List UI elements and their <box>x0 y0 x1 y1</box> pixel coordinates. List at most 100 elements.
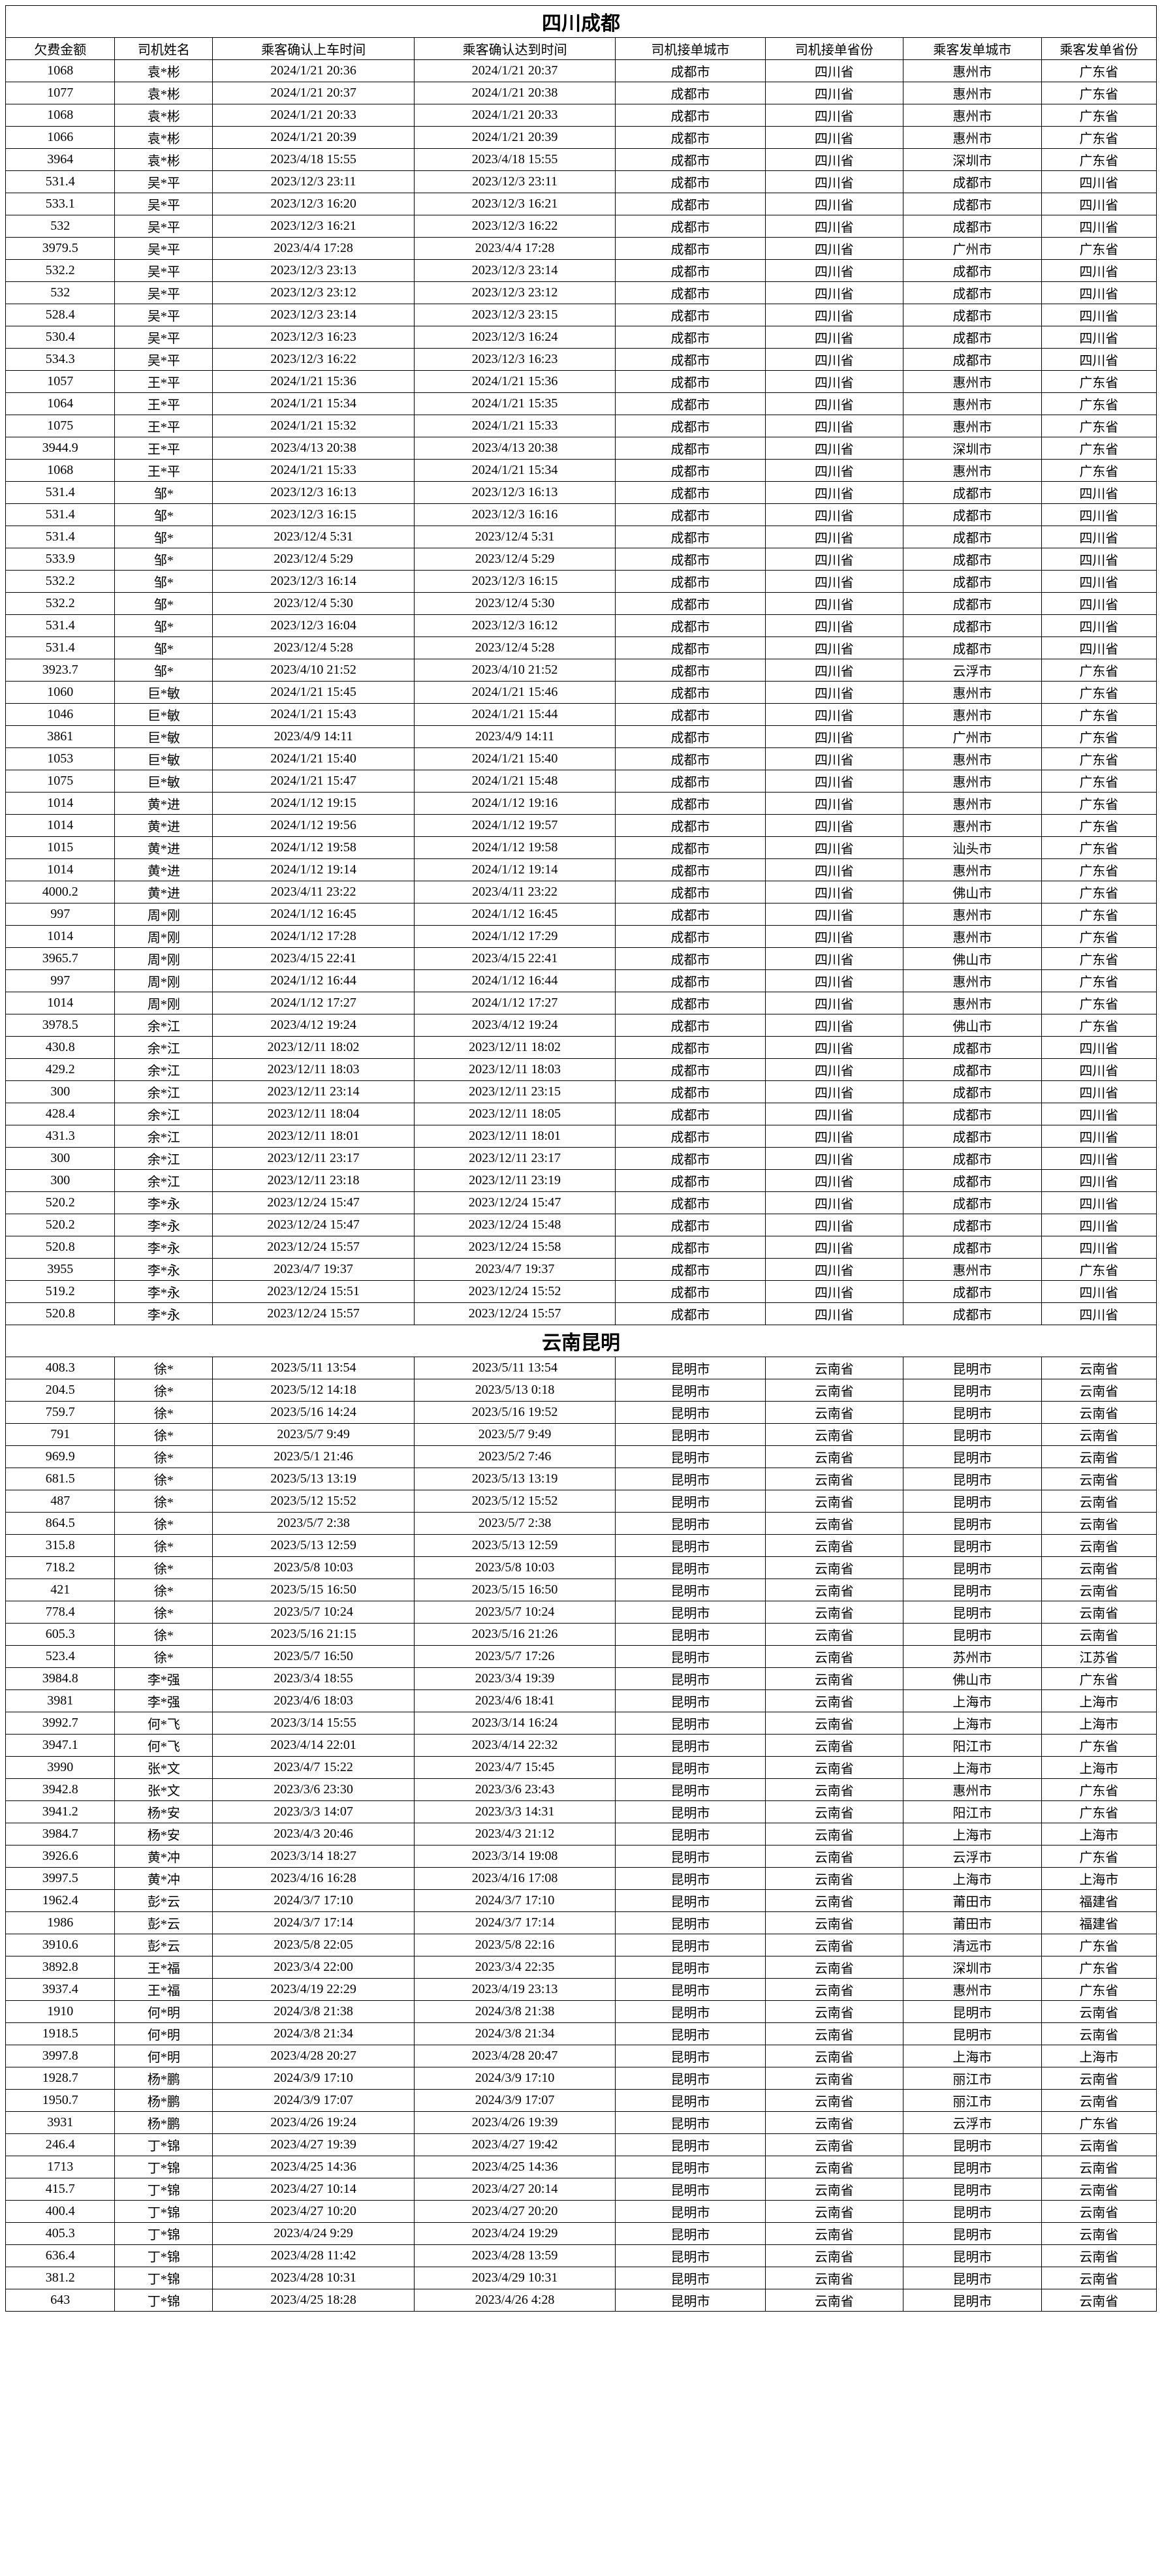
cell: 1075 <box>6 415 115 437</box>
cell: 2023/12/3 23:14 <box>213 304 415 326</box>
table-row: 605.3徐*2023/5/16 21:152023/5/16 21:26昆明市… <box>6 1624 1157 1646</box>
table-row: 1950.7杨*鹏2024/3/9 17:072024/3/9 17:07昆明市… <box>6 2090 1157 2112</box>
cell: 彭*云 <box>115 1934 213 1956</box>
cell: 2024/1/21 15:34 <box>414 460 616 482</box>
table-row: 3923.7邹*2023/4/10 21:522023/4/10 21:52成都… <box>6 659 1157 682</box>
cell: 2024/3/7 17:10 <box>213 1890 415 1912</box>
cell: 2024/1/21 15:46 <box>414 682 616 704</box>
cell: 昆明市 <box>903 1557 1042 1579</box>
cell: 丁*锦 <box>115 2156 213 2178</box>
table-row: 997周*刚2024/1/12 16:452024/1/12 16:45成都市四… <box>6 903 1157 926</box>
cell: 成都市 <box>903 282 1042 304</box>
cell: 昆明市 <box>616 1890 765 1912</box>
cell: 2023/4/4 17:28 <box>213 238 415 260</box>
cell: 邹* <box>115 504 213 526</box>
cell: 云南省 <box>1041 2267 1156 2289</box>
cell: 四川省 <box>765 659 903 682</box>
cell: 袁*彬 <box>115 104 213 127</box>
cell: 2023/12/3 23:12 <box>213 282 415 304</box>
cell: 四川省 <box>765 1303 903 1325</box>
cell: 2023/4/25 14:36 <box>414 2156 616 2178</box>
cell: 云南省 <box>1041 2223 1156 2245</box>
table-row: 1066袁*彬2024/1/21 20:392024/1/21 20:39成都市… <box>6 127 1157 149</box>
cell: 广东省 <box>1041 1779 1156 1801</box>
cell: 成都市 <box>903 504 1042 526</box>
cell: 2023/4/12 19:24 <box>213 1014 415 1037</box>
cell: 2024/1/12 16:45 <box>213 903 415 926</box>
cell: 2023/4/27 20:20 <box>414 2201 616 2223</box>
cell: 2024/1/12 17:29 <box>414 926 616 948</box>
cell: 四川省 <box>1041 1103 1156 1125</box>
cell: 袁*彬 <box>115 149 213 171</box>
cell: 2024/1/21 15:45 <box>213 682 415 704</box>
table-row: 3926.6黄*冲2023/3/14 18:272023/3/14 19:08昆… <box>6 1846 1157 1868</box>
cell: 昆明市 <box>903 1535 1042 1557</box>
cell: 533.1 <box>6 193 115 215</box>
cell: 昆明市 <box>616 1379 765 1402</box>
cell: 四川省 <box>765 460 903 482</box>
cell: 广东省 <box>1041 1735 1156 1757</box>
cell: 广东省 <box>1041 437 1156 460</box>
cell: 531.4 <box>6 637 115 659</box>
cell: 2023/4/7 19:37 <box>414 1259 616 1281</box>
cell: 广东省 <box>1041 1259 1156 1281</box>
cell: 2023/5/13 12:59 <box>213 1535 415 1557</box>
table-row: 3965.7周*刚2023/4/15 22:412023/4/15 22:41成… <box>6 948 1157 970</box>
cell: 成都市 <box>616 926 765 948</box>
cell: 成都市 <box>616 881 765 903</box>
cell: 云南省 <box>765 1979 903 2001</box>
cell: 云浮市 <box>903 659 1042 682</box>
cell: 成都市 <box>616 704 765 726</box>
cell: 四川省 <box>1041 1236 1156 1259</box>
cell: 2024/1/12 16:45 <box>414 903 616 926</box>
cell: 王*福 <box>115 1956 213 1979</box>
table-row: 3984.7杨*安2023/4/3 20:462023/4/3 21:12昆明市… <box>6 1823 1157 1846</box>
cell: 昆明市 <box>903 1446 1042 1468</box>
cell: 杨*安 <box>115 1823 213 1846</box>
cell: 2023/12/3 16:16 <box>414 504 616 526</box>
cell: 2023/12/3 16:13 <box>213 482 415 504</box>
cell: 2023/12/3 16:04 <box>213 615 415 637</box>
cell: 黄*进 <box>115 837 213 859</box>
cell: 四川省 <box>765 615 903 637</box>
cell: 王*平 <box>115 371 213 393</box>
cell: 2023/4/14 22:32 <box>414 1735 616 1757</box>
cell: 昆明市 <box>616 1446 765 1468</box>
table-row: 534.3吴*平2023/12/3 16:222023/12/3 16:23成都… <box>6 349 1157 371</box>
cell: 成都市 <box>616 460 765 482</box>
cell: 2023/12/24 15:58 <box>414 1236 616 1259</box>
cell: 四川省 <box>765 437 903 460</box>
table-row: 3955李*永2023/4/7 19:372023/4/7 19:37成都市四川… <box>6 1259 1157 1281</box>
cell: 广东省 <box>1041 460 1156 482</box>
cell: 成都市 <box>903 482 1042 504</box>
cell: 519.2 <box>6 1281 115 1303</box>
table-row: 791徐*2023/5/7 9:492023/5/7 9:49昆明市云南省昆明市… <box>6 1424 1157 1446</box>
cell: 2023/12/3 16:12 <box>414 615 616 637</box>
cell: 四川省 <box>1041 282 1156 304</box>
table-row: 1986彭*云2024/3/7 17:142024/3/7 17:14昆明市云南… <box>6 1912 1157 1934</box>
cell: 2024/1/12 19:15 <box>213 793 415 815</box>
cell: 531.4 <box>6 504 115 526</box>
cell: 李*强 <box>115 1690 213 1712</box>
cell: 昆明市 <box>616 1912 765 1934</box>
cell: 2023/12/3 16:23 <box>414 349 616 371</box>
cell: 上海市 <box>903 1712 1042 1735</box>
cell: 3984.8 <box>6 1668 115 1690</box>
cell: 2023/3/6 23:43 <box>414 1779 616 1801</box>
cell: 成都市 <box>616 437 765 460</box>
cell: 3990 <box>6 1757 115 1779</box>
cell: 广东省 <box>1041 393 1156 415</box>
cell: 四川省 <box>765 1014 903 1037</box>
cell: 云南省 <box>765 1934 903 1956</box>
cell: 广东省 <box>1041 1801 1156 1823</box>
cell: 李*永 <box>115 1281 213 1303</box>
cell: 云南省 <box>765 1601 903 1624</box>
cell: 3861 <box>6 726 115 748</box>
cell: 2024/3/9 17:10 <box>414 2067 616 2090</box>
cell: 成都市 <box>616 859 765 881</box>
cell: 邹* <box>115 637 213 659</box>
cell: 惠州市 <box>903 815 1042 837</box>
table-row: 681.5徐*2023/5/13 13:192023/5/13 13:19昆明市… <box>6 1468 1157 1490</box>
cell: 昆明市 <box>616 1668 765 1690</box>
cell: 2024/3/8 21:38 <box>213 2001 415 2023</box>
